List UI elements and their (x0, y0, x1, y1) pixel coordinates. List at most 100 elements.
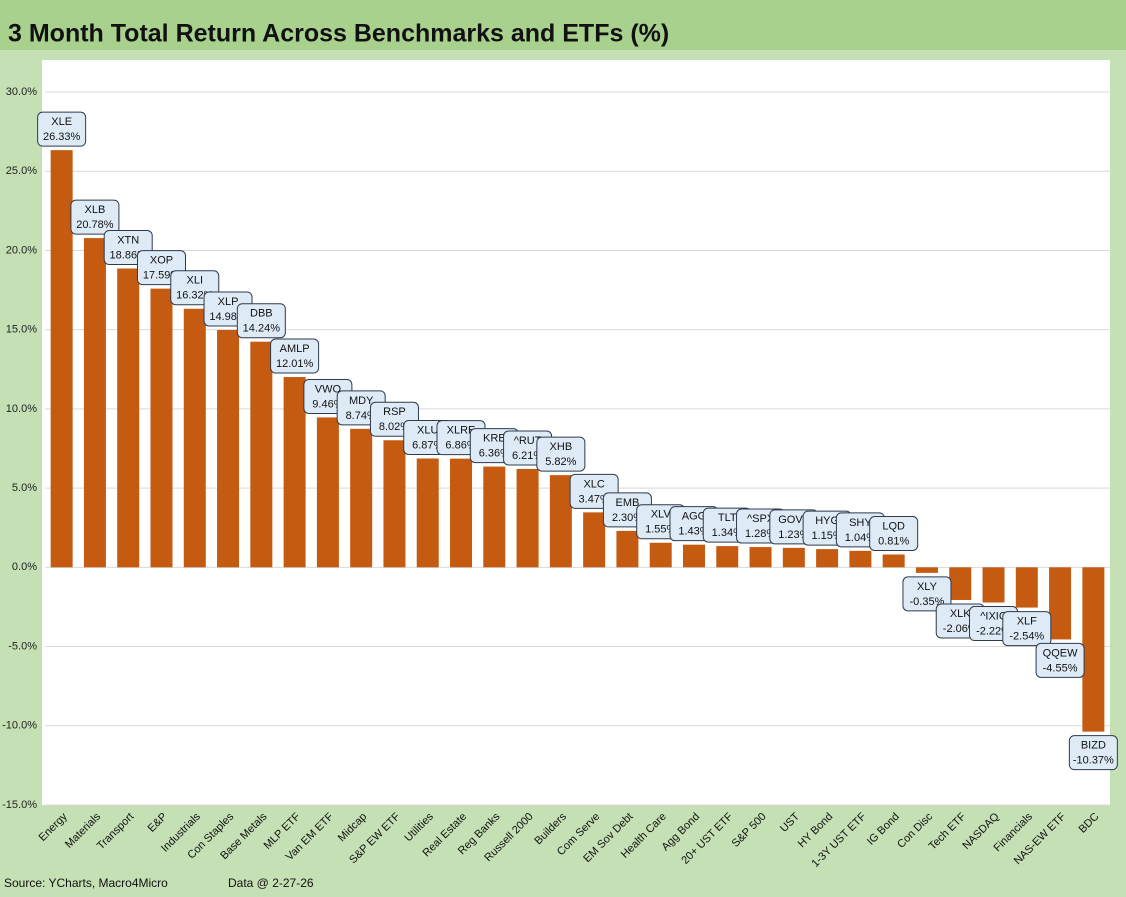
y-tick-label: -5.0% (8, 640, 37, 652)
label-box (1035, 642, 1085, 678)
label-box (70, 199, 120, 235)
ticker-label: XLC (583, 478, 604, 490)
ticker-label: MDY (349, 395, 374, 407)
ticker-label: SHY (849, 517, 872, 529)
bar (316, 417, 339, 568)
value-label: -10.37% (1073, 755, 1114, 767)
ticker-label: XLV (651, 509, 672, 521)
label-box (270, 338, 320, 374)
value-label: 1.28% (745, 528, 776, 540)
data-note: Data @ 2-27-26 (228, 876, 314, 890)
value-label: -0.35% (910, 596, 945, 608)
value-label: 8.02% (379, 421, 410, 433)
bar (1015, 567, 1038, 608)
ticker-label: ^RUT (514, 435, 542, 447)
ticker-label: XLY (917, 581, 938, 593)
ticker-label: ^SPX (747, 513, 775, 525)
ticker-label: XHB (550, 441, 573, 453)
ticker-label: VWO (315, 383, 342, 395)
y-tick-label: 5.0% (12, 482, 37, 494)
y-tick-label: 10.0% (6, 403, 37, 415)
bar (83, 238, 106, 568)
ticker-label: XLF (1017, 615, 1037, 627)
bar (183, 308, 206, 568)
ticker-label: TLT (718, 512, 737, 524)
ticker-label: KRE (483, 432, 506, 444)
bar (849, 550, 872, 568)
chart-title: 3 Month Total Return Across Benchmarks a… (8, 20, 669, 48)
bar (616, 530, 639, 568)
ticker-label: DBB (250, 308, 273, 320)
ticker-label: XLU (417, 424, 438, 436)
y-tick-label: 0.0% (12, 561, 37, 573)
ticker-label: AGG (682, 511, 706, 523)
value-label: -4.55% (1043, 662, 1078, 674)
value-label: 9.46% (312, 398, 343, 410)
bar (716, 546, 739, 568)
ticker-label: LQD (882, 520, 905, 532)
value-label: 1.43% (678, 526, 709, 538)
value-label: 20.78% (76, 219, 114, 231)
ticker-label: XLP (218, 296, 239, 308)
bar (250, 341, 273, 568)
ticker-label: XLRE (447, 425, 476, 437)
label-box (536, 436, 586, 472)
bar (882, 554, 905, 568)
ticker-label: XLI (187, 275, 204, 287)
value-label: 5.82% (545, 456, 576, 468)
bar (516, 468, 539, 568)
ticker-label: EMB (616, 497, 640, 509)
bar (450, 458, 473, 568)
value-label: 2.30% (612, 512, 643, 524)
bar (915, 567, 938, 573)
bar (782, 547, 805, 568)
ticker-label: HYG (815, 515, 839, 527)
value-label: 1.04% (845, 532, 876, 544)
y-tick-label: 30.0% (6, 86, 37, 98)
value-label: 1.34% (712, 527, 743, 539)
label-box (902, 576, 952, 612)
bar (283, 377, 306, 568)
ticker-label: AMLP (280, 343, 310, 355)
title-bar (0, 0, 1126, 50)
bar (117, 268, 140, 568)
value-label: 6.86% (445, 440, 476, 452)
y-tick-label: 25.0% (6, 165, 37, 177)
bar (150, 288, 173, 568)
bar (350, 428, 373, 568)
label-box (236, 303, 286, 339)
bar (649, 542, 672, 568)
bar (583, 512, 606, 568)
bar (816, 549, 839, 568)
value-label: 6.21% (512, 450, 543, 462)
bar (949, 567, 972, 600)
y-tick-label: -10.0% (2, 720, 37, 732)
ticker-label: GOVT (778, 514, 809, 526)
ticker-label: RSP (383, 406, 406, 418)
ticker-label: XOP (150, 255, 173, 267)
bar (217, 329, 240, 568)
ticker-label: ^IXIC (980, 610, 1007, 622)
y-tick-label: 15.0% (6, 324, 37, 336)
ticker-label: XTN (117, 234, 139, 246)
value-label: 0.81% (878, 535, 909, 547)
bar (549, 475, 572, 568)
bar (1082, 567, 1105, 732)
label-box (869, 515, 919, 551)
ticker-label: QQEW (1043, 647, 1078, 659)
source: Source: YCharts, Macro4Micro (4, 876, 168, 890)
value-label: 1.23% (778, 529, 809, 541)
label-box (37, 111, 87, 147)
ticker-label: XLK (950, 608, 971, 620)
bar (749, 547, 772, 568)
label-box (1002, 611, 1052, 647)
value-label: 1.15% (812, 530, 843, 542)
value-label: 6.87% (412, 439, 443, 451)
bar (682, 544, 705, 568)
label-box (1068, 735, 1118, 771)
ticker-label: XLE (51, 116, 72, 128)
value-label: 6.36% (479, 447, 510, 459)
value-label: -2.54% (1009, 630, 1044, 642)
bar (416, 458, 439, 568)
